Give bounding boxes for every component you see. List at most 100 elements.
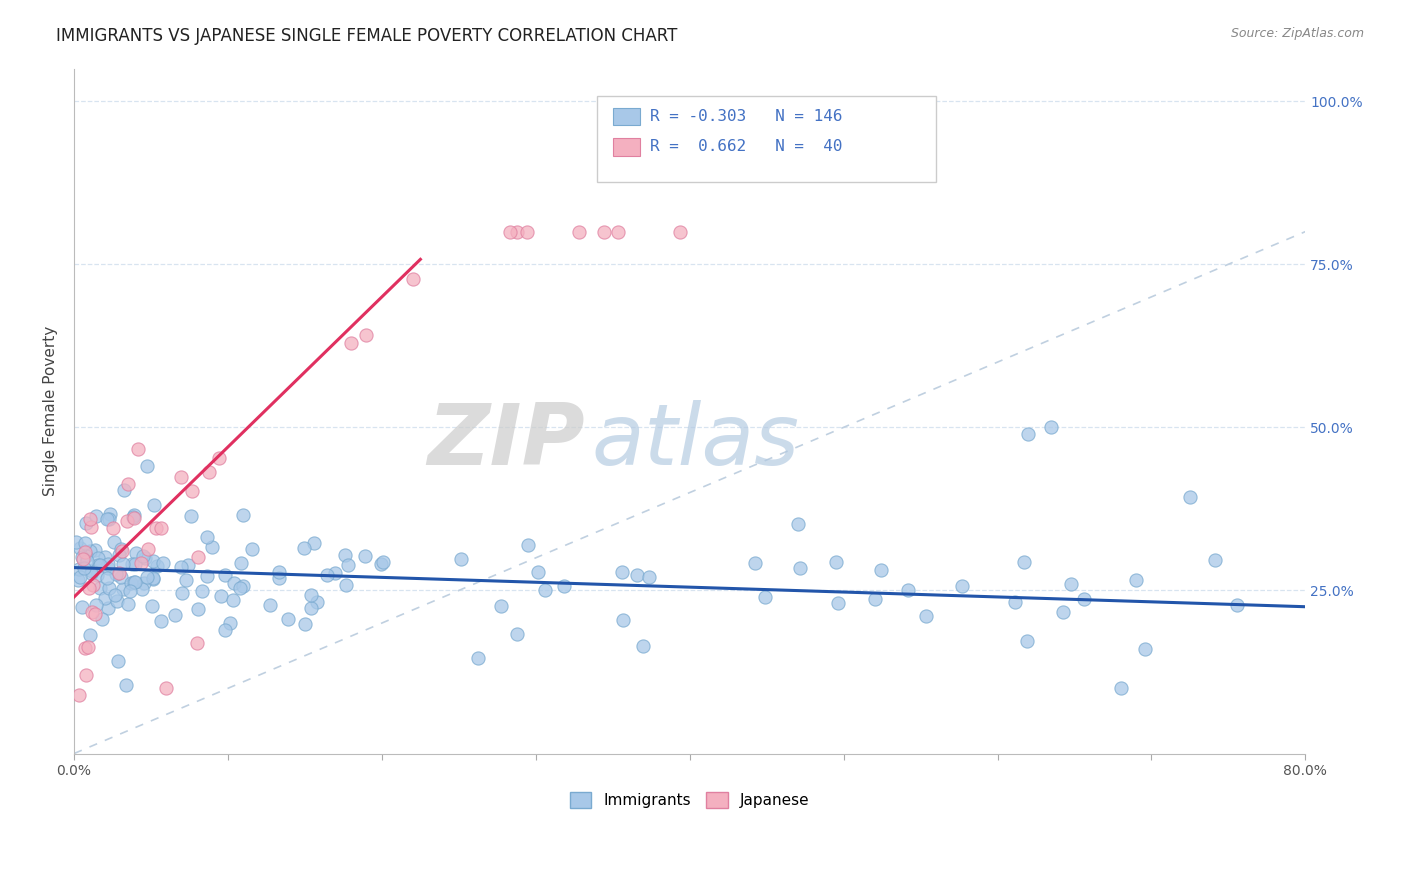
Point: [67, 688, 90, 702]
Point: [72, 552, 94, 566]
Point: [606, 225, 628, 239]
Point: [79, 544, 101, 558]
Point: [180, 508, 202, 523]
Point: [124, 574, 146, 589]
Point: [450, 551, 472, 566]
Point: [131, 582, 153, 597]
Point: [952, 579, 974, 593]
Point: [83, 543, 105, 558]
Point: [1017, 426, 1039, 441]
Text: IMMIGRANTS VS JAPANESE SINGLE FEMALE POVERTY CORRELATION CHART: IMMIGRANTS VS JAPANESE SINGLE FEMALE POV…: [56, 27, 678, 45]
Point: [870, 563, 893, 577]
Point: [121, 509, 143, 524]
Point: [86, 568, 108, 582]
Point: [201, 540, 224, 554]
Point: [65, 535, 87, 549]
Point: [195, 531, 218, 545]
Legend: Immigrants, Japanese: Immigrants, Japanese: [564, 786, 815, 814]
Point: [1012, 555, 1035, 569]
Point: [294, 617, 316, 632]
Point: [79, 581, 101, 595]
Point: [97, 557, 120, 571]
Point: [1060, 577, 1083, 591]
Point: [76, 554, 98, 568]
Point: [612, 613, 634, 627]
Point: [307, 595, 329, 609]
Point: [120, 576, 142, 591]
Point: [827, 596, 849, 610]
Point: [70, 600, 93, 615]
Point: [115, 678, 138, 692]
Point: [277, 612, 299, 626]
Point: [302, 536, 325, 550]
Point: [76, 640, 98, 654]
Point: [111, 544, 134, 558]
Point: [754, 590, 776, 604]
Point: [66, 574, 89, 588]
Point: [149, 521, 172, 535]
Point: [70, 549, 93, 564]
Point: [117, 598, 139, 612]
Point: [103, 534, 125, 549]
Point: [506, 225, 529, 239]
Point: [108, 548, 131, 562]
Point: [1204, 553, 1226, 567]
Point: [84, 598, 107, 612]
Point: [553, 579, 575, 593]
Point: [187, 549, 209, 564]
Point: [631, 640, 654, 654]
Point: [97, 561, 120, 575]
Point: [232, 579, 254, 593]
Y-axis label: Single Female Poverty: Single Female Poverty: [44, 326, 58, 496]
Point: [80, 605, 103, 619]
Point: [337, 558, 360, 572]
Point: [1135, 642, 1157, 657]
Point: [94, 591, 117, 606]
Point: [73, 536, 96, 550]
Point: [115, 514, 138, 528]
Point: [79, 512, 101, 526]
Point: [134, 551, 156, 566]
Text: R = -0.303   N = 146: R = -0.303 N = 146: [651, 109, 842, 124]
Point: [1178, 490, 1201, 504]
Point: [402, 272, 425, 286]
Point: [323, 566, 346, 581]
Point: [145, 558, 167, 573]
Point: [198, 465, 221, 479]
Point: [669, 225, 692, 239]
Point: [489, 599, 512, 613]
Point: [335, 549, 357, 563]
Point: [97, 512, 120, 526]
Point: [136, 570, 159, 584]
Point: [1125, 573, 1147, 587]
Point: [79, 520, 101, 534]
Point: [1015, 634, 1038, 648]
Point: [84, 607, 107, 621]
Point: [69, 541, 91, 555]
Point: [506, 627, 529, 641]
Point: [98, 507, 121, 521]
Point: [187, 602, 209, 616]
Point: [129, 556, 152, 570]
Point: [214, 568, 236, 582]
Point: [568, 225, 591, 239]
Point: [208, 451, 231, 466]
Point: [825, 555, 848, 569]
Point: [373, 555, 395, 569]
Point: [136, 459, 159, 474]
Point: [145, 521, 167, 535]
Point: [124, 508, 146, 522]
Point: [292, 541, 315, 555]
Point: [121, 558, 143, 572]
Point: [534, 582, 557, 597]
Point: [155, 681, 177, 696]
Point: [105, 594, 128, 608]
Point: [517, 538, 540, 552]
Point: [232, 508, 254, 522]
Point: [87, 551, 110, 566]
Point: [112, 483, 135, 498]
Point: [117, 477, 139, 491]
Point: [69, 570, 91, 584]
Point: [177, 558, 200, 572]
Point: [498, 225, 520, 239]
